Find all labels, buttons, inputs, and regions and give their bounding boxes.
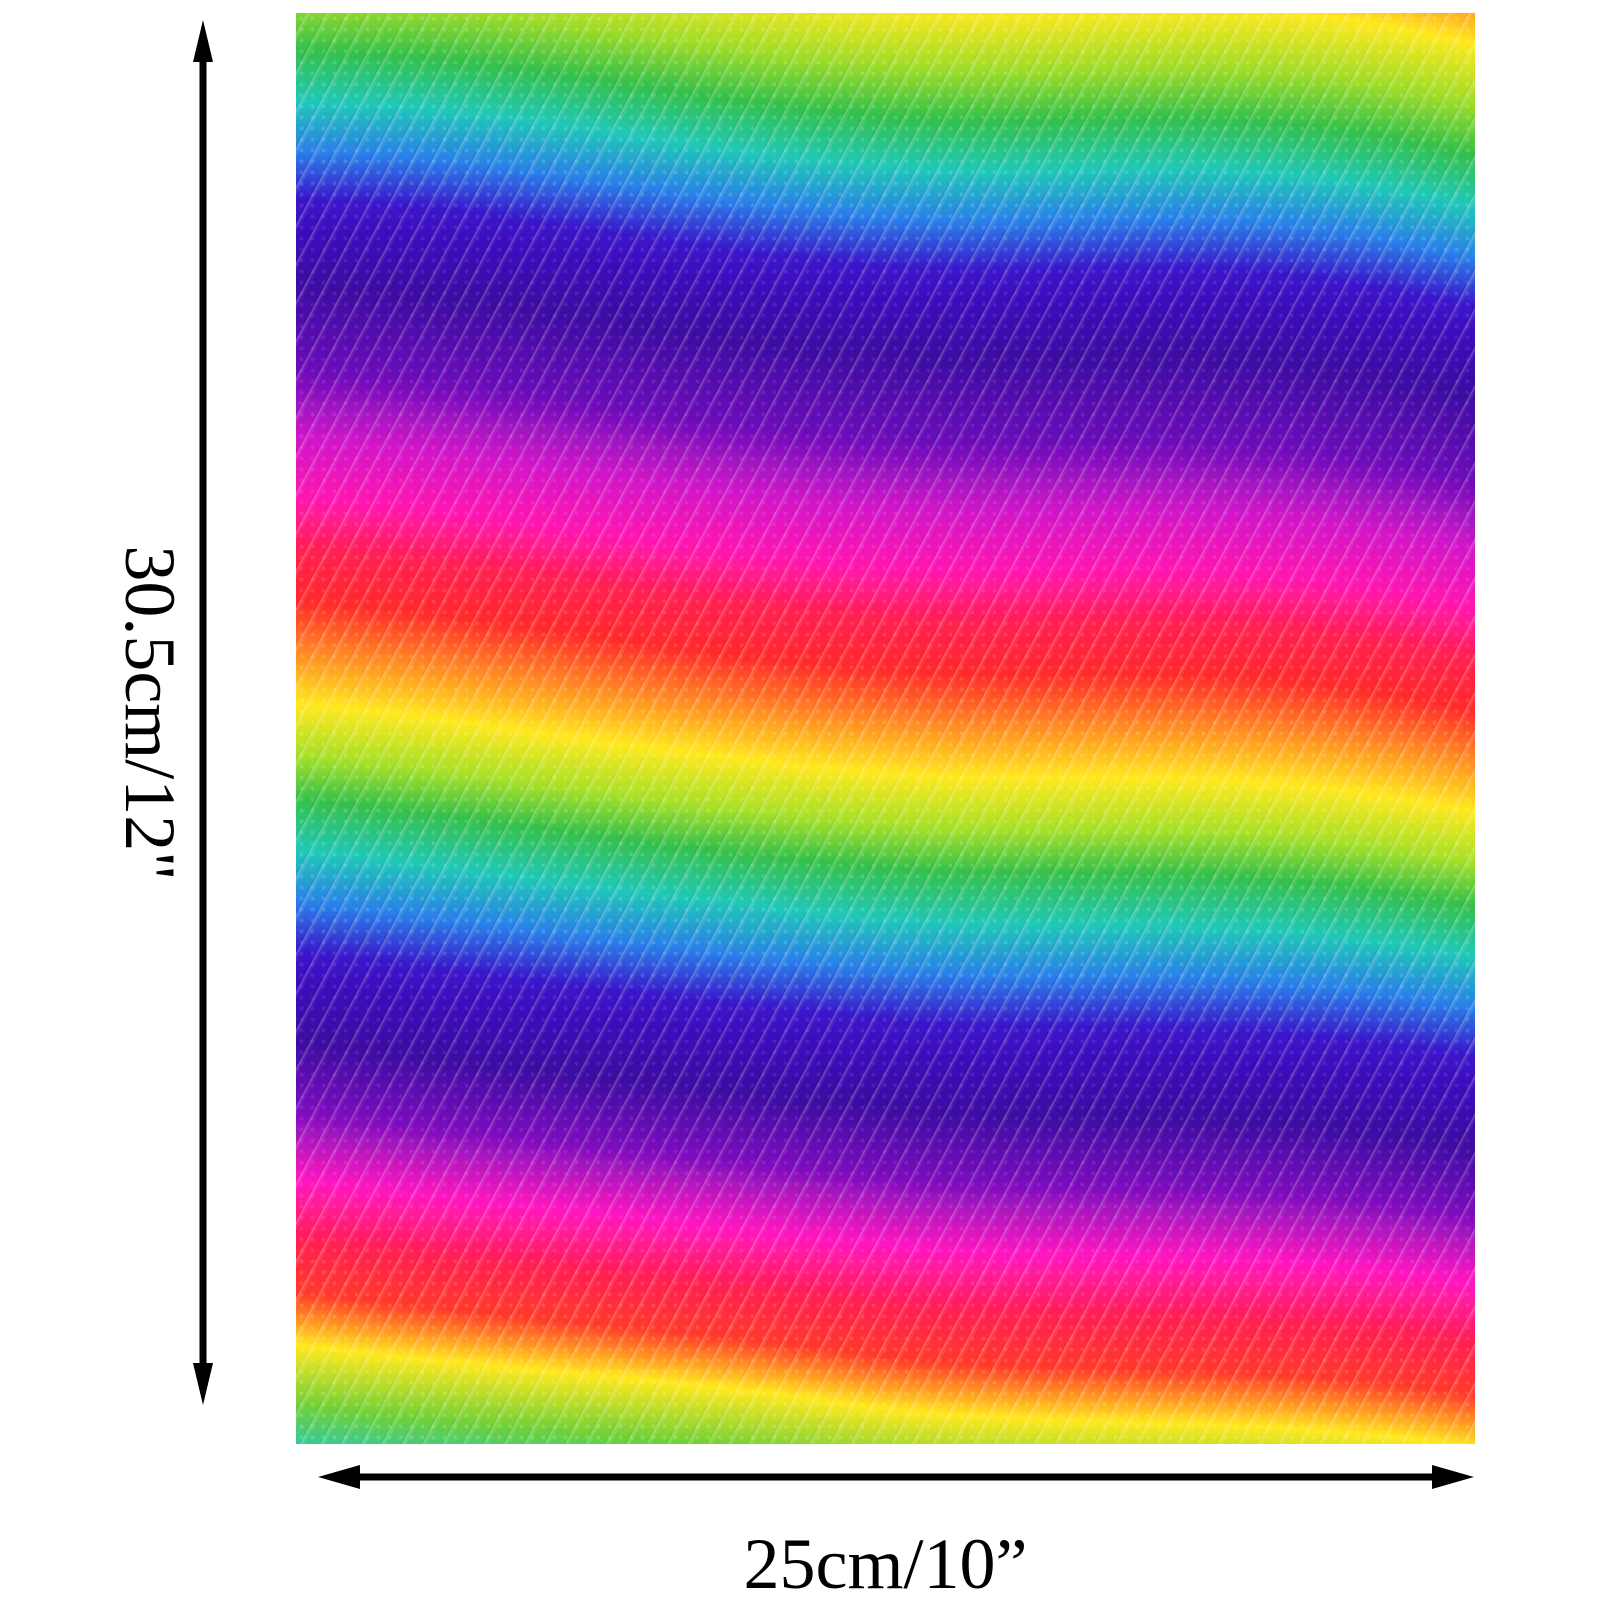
holographic-shine xyxy=(296,13,1475,1444)
width-dimension-arrow xyxy=(318,1465,1474,1489)
height-dimension-arrow xyxy=(193,20,213,1405)
width-label: 25cm/10” xyxy=(743,1524,1028,1604)
rainbow-bands xyxy=(296,13,1475,1444)
holographic-rainbow-sheet xyxy=(296,13,1475,1444)
height-label: 30.5cm/12" xyxy=(110,545,190,881)
holographic-dot-texture xyxy=(296,13,1475,1444)
